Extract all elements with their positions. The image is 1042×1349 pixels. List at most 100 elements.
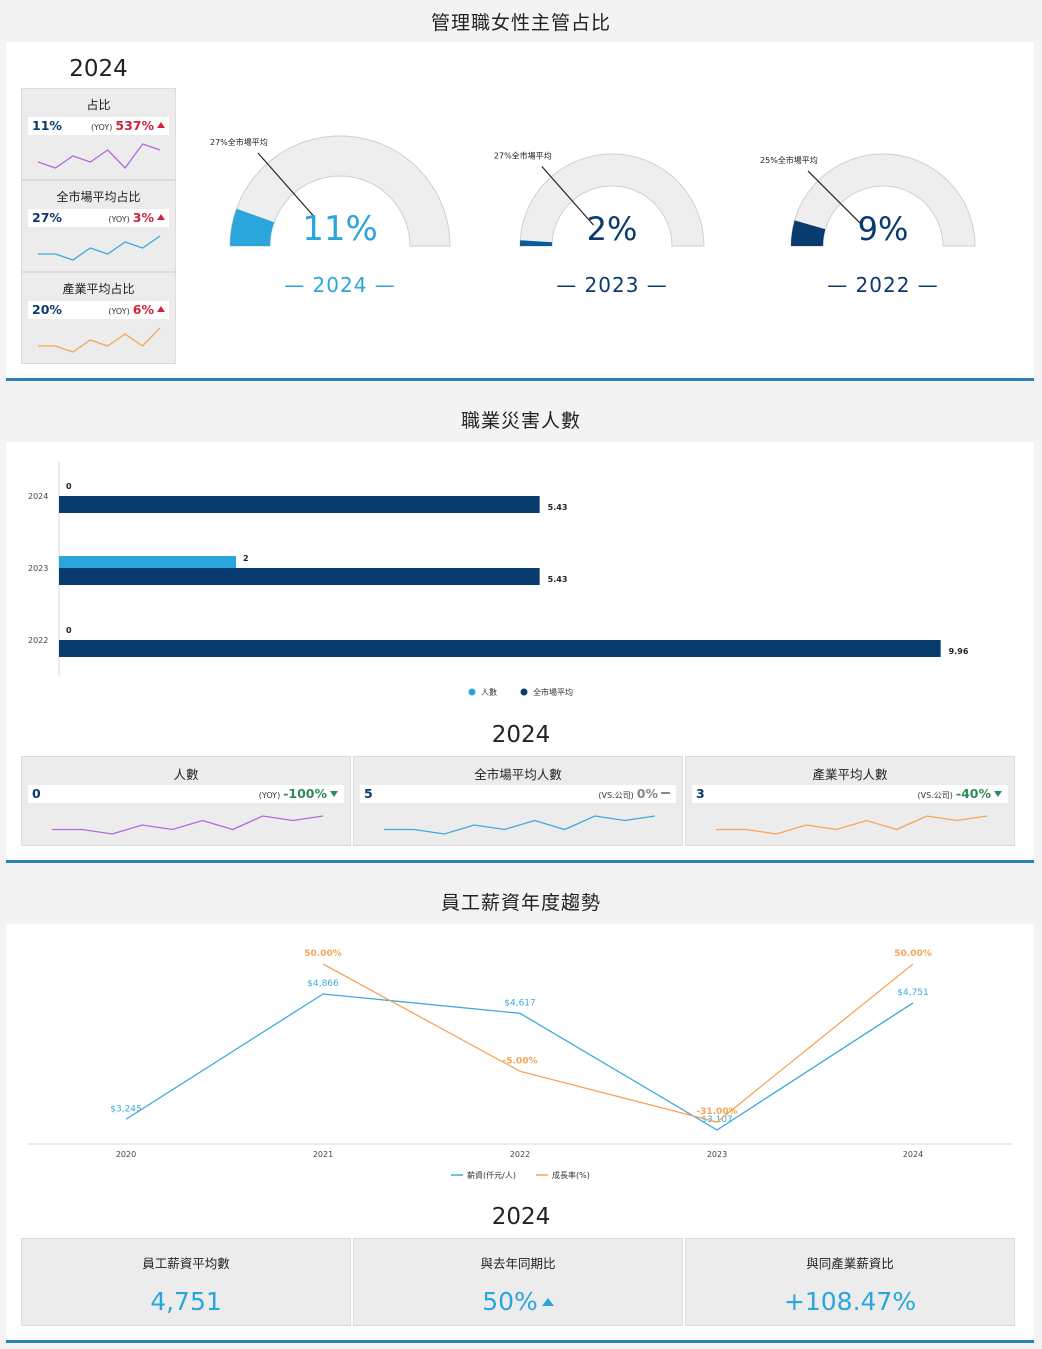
- gauge-market-label: 27%全市場平均: [210, 137, 268, 147]
- kpi-value: +108.47%: [783, 1287, 917, 1316]
- growth-line: [322, 963, 914, 1123]
- gauge-market-marker: [807, 170, 864, 227]
- y-tick-label: 2024: [28, 492, 48, 501]
- stat-card-row: 5 (VS.公司) 0%: [360, 785, 676, 803]
- legend-dot: [468, 688, 476, 696]
- section1-year: 2024: [69, 56, 128, 82]
- stat-card-title: 產業平均人數: [812, 767, 888, 782]
- side-card-yoy: (YOY) 3%: [108, 210, 165, 225]
- x-tick-label: 2022: [510, 1150, 530, 1159]
- legend-label: 人數: [481, 687, 497, 697]
- sparkline-path: [37, 143, 161, 170]
- side-card-row: 20% (YOY) 6%: [28, 301, 169, 319]
- x-tick-label: 2020: [116, 1150, 136, 1159]
- bar-market-avg: [59, 640, 941, 657]
- legend-label: 成長率(%): [552, 1170, 590, 1180]
- side-card-yoy: (YOY) 6%: [108, 302, 165, 317]
- kpi-value-text: 50%: [482, 1287, 538, 1316]
- stat-card-change: (VS.公司) -40%: [918, 786, 1002, 801]
- up-arrow-icon: [157, 214, 165, 220]
- gauge-fill: [791, 220, 826, 246]
- sparkline-path: [38, 327, 161, 353]
- yoy-value: 537%: [115, 118, 154, 133]
- stat-card-change: (YOY) -100%: [259, 786, 338, 801]
- gauge-market-marker: [257, 152, 316, 218]
- yoy-label: (YOY): [108, 307, 130, 316]
- stat-card-value: 5: [364, 786, 373, 801]
- legend-label: 薪資(仟元/人): [467, 1170, 516, 1180]
- gauge-year: — 2023 —: [556, 273, 668, 297]
- salary-data-label: $4,617: [504, 998, 536, 1008]
- y-tick-label: 2023: [28, 564, 48, 573]
- section1-title: 管理職女性主管占比: [430, 12, 611, 34]
- section2-divider: [6, 860, 1034, 863]
- growth-data-label: 50.00%: [894, 949, 932, 959]
- stat-card-row: 3 (VS.公司) -40%: [692, 785, 1008, 803]
- sparkline-path: [38, 235, 161, 261]
- side-card-value: 27%: [32, 210, 62, 225]
- gauge-track: [229, 135, 451, 247]
- stat-card-value: 3: [696, 786, 705, 801]
- gauge-year: — 2022 —: [827, 273, 939, 297]
- side-card-industry-avg: 產業平均占比 20% (YOY) 6%: [21, 272, 176, 364]
- kpi-title: 員工薪資平均數: [142, 1256, 230, 1271]
- gauge-market-label: 25%全市場平均: [760, 155, 818, 165]
- bar-count-label: 0: [66, 626, 72, 635]
- gauge-fill: [520, 240, 553, 246]
- bar-chart: 2024 0 5.43 2023 2 5.43 2022 0 9.96 人數 全市場平均: [28, 462, 969, 697]
- x-tick-label: 2024: [903, 1150, 923, 1159]
- yoy-label: (YOY): [108, 215, 130, 224]
- line-chart: 2020 2021 2022 2023 2024 $3,245 $4,866 $4,617 $3…: [28, 949, 1012, 1180]
- sparkline: [37, 143, 161, 170]
- salary-data-label: $4,866: [307, 979, 339, 989]
- side-card-ratio: 占比 11% (YOY) 537%: [21, 88, 176, 180]
- section2-year: 2024: [491, 722, 551, 748]
- kpi-industry-ratio: 與同產業薪資比 +108.47%: [685, 1238, 1015, 1326]
- x-tick-label: 2021: [313, 1150, 333, 1159]
- sparkline: [52, 815, 324, 835]
- kpi-value: 50%: [354, 1287, 682, 1316]
- bar-market-avg-label: 9.96: [949, 647, 969, 656]
- stat-card-row: 0 (YOY) -100%: [28, 785, 344, 803]
- gauge-value: 11%: [302, 209, 378, 249]
- salary-data-label: $3,107: [701, 1115, 733, 1125]
- section3-divider: [6, 1340, 1034, 1343]
- yoy-value: 3%: [132, 210, 154, 225]
- change-label: (VS.公司): [917, 791, 953, 800]
- side-card-title: 全市場平均占比: [56, 190, 141, 204]
- side-card-market-avg: 全市場平均占比 27% (YOY) 3%: [21, 180, 176, 272]
- gauge-year: — 2024 —: [284, 273, 396, 297]
- sparkline: [38, 235, 161, 261]
- gauge-market-marker: [541, 166, 594, 226]
- growth-data-label: -31.00%: [696, 1107, 737, 1117]
- bar-count-label: 0: [66, 482, 72, 491]
- kpi-yoy: 與去年同期比 50%: [353, 1238, 683, 1326]
- gauge-fill: [230, 208, 275, 246]
- sparkline: [384, 815, 656, 835]
- side-card-value: 20%: [32, 302, 62, 317]
- kpi-title: 與去年同期比: [480, 1256, 556, 1271]
- gauge-value: 2%: [587, 210, 638, 248]
- sparkline-path: [716, 815, 988, 835]
- section1-panel: [6, 42, 1034, 378]
- gauge-track: [790, 153, 976, 247]
- change-value: -100%: [283, 786, 327, 801]
- stat-card-industry-avg: 產業平均人數 3 (VS.公司) -40%: [685, 756, 1015, 846]
- legend-label: 全市場平均: [533, 687, 573, 697]
- legend-dot: [520, 688, 528, 696]
- gauge-value: 9%: [858, 210, 909, 248]
- y-tick-label: 2022: [28, 636, 48, 645]
- up-arrow-icon: [157, 122, 165, 128]
- flat-dash-icon: [661, 792, 670, 794]
- side-card-title: 產業平均占比: [62, 282, 135, 296]
- gauge-charts: 27%全市場平均 11% — 2024 — 27%全市場平均 2% — 2023 — 25%…: [210, 135, 976, 297]
- stat-card-change: (VS.公司) 0%: [598, 786, 670, 801]
- stat-card-count: 人數 0 (YOY) -100%: [21, 756, 351, 846]
- sparkline: [716, 815, 988, 835]
- side-card-title: 占比: [86, 98, 111, 112]
- kpi-value: 4,751: [150, 1287, 222, 1316]
- sparkline-path: [52, 815, 324, 835]
- gauge-market-label: 27%全市場平均: [494, 150, 552, 160]
- x-tick-label: 2023: [707, 1150, 727, 1159]
- section3-title: 員工薪資年度趨勢: [440, 892, 601, 914]
